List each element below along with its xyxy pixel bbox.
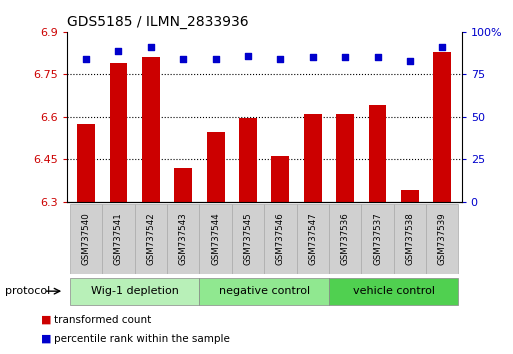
Bar bbox=[393, 204, 426, 274]
Bar bbox=[102, 204, 135, 274]
Bar bbox=[232, 204, 264, 274]
Bar bbox=[369, 105, 386, 202]
Bar bbox=[167, 204, 200, 274]
Point bbox=[179, 56, 187, 62]
Point bbox=[82, 56, 90, 62]
Bar bbox=[207, 132, 225, 202]
Bar bbox=[271, 156, 289, 202]
Point bbox=[244, 53, 252, 58]
Bar bbox=[426, 204, 459, 274]
Text: GSM737546: GSM737546 bbox=[276, 212, 285, 266]
Text: transformed count: transformed count bbox=[54, 315, 151, 325]
Text: GSM737545: GSM737545 bbox=[244, 212, 252, 266]
Bar bbox=[336, 114, 354, 202]
Text: GDS5185 / ILMN_2833936: GDS5185 / ILMN_2833936 bbox=[67, 16, 248, 29]
Bar bbox=[401, 190, 419, 202]
Bar bbox=[70, 278, 200, 305]
Text: GSM737544: GSM737544 bbox=[211, 212, 220, 266]
Bar bbox=[77, 124, 95, 202]
Text: percentile rank within the sample: percentile rank within the sample bbox=[54, 333, 230, 344]
Bar bbox=[239, 118, 257, 202]
Bar bbox=[110, 63, 127, 202]
Point bbox=[277, 56, 285, 62]
Text: protocol: protocol bbox=[5, 286, 50, 296]
Text: Wig-1 depletion: Wig-1 depletion bbox=[91, 286, 179, 296]
Point bbox=[438, 44, 446, 50]
Text: negative control: negative control bbox=[219, 286, 310, 296]
Point bbox=[211, 56, 220, 62]
Bar bbox=[329, 278, 459, 305]
Point bbox=[373, 55, 382, 60]
Bar bbox=[304, 114, 322, 202]
Text: ■: ■ bbox=[41, 315, 51, 325]
Text: GSM737537: GSM737537 bbox=[373, 212, 382, 266]
Bar bbox=[433, 52, 451, 202]
Bar bbox=[297, 204, 329, 274]
Bar bbox=[174, 168, 192, 202]
Point bbox=[114, 48, 123, 53]
Text: GSM737536: GSM737536 bbox=[341, 212, 350, 266]
Bar bbox=[135, 204, 167, 274]
Point bbox=[341, 55, 349, 60]
Point bbox=[309, 55, 317, 60]
Point bbox=[147, 44, 155, 50]
Bar bbox=[200, 278, 329, 305]
Bar bbox=[142, 57, 160, 202]
Text: vehicle control: vehicle control bbox=[353, 286, 435, 296]
Bar bbox=[329, 204, 361, 274]
Text: GSM737538: GSM737538 bbox=[405, 212, 415, 266]
Bar bbox=[361, 204, 393, 274]
Text: ■: ■ bbox=[41, 333, 51, 344]
Point bbox=[406, 58, 414, 64]
Text: GSM737540: GSM737540 bbox=[82, 212, 91, 266]
Text: GSM737541: GSM737541 bbox=[114, 212, 123, 266]
Bar bbox=[264, 204, 297, 274]
Text: GSM737542: GSM737542 bbox=[146, 212, 155, 266]
Text: GSM737547: GSM737547 bbox=[308, 212, 317, 266]
Bar bbox=[70, 204, 102, 274]
Text: GSM737539: GSM737539 bbox=[438, 213, 447, 265]
Text: GSM737543: GSM737543 bbox=[179, 212, 188, 266]
Bar bbox=[200, 204, 232, 274]
